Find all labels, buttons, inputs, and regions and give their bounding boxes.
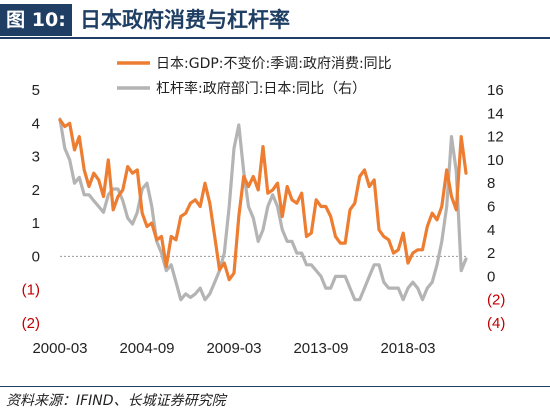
- y-left-tick-label: 5: [32, 82, 40, 99]
- y-right-tick-label: 0: [487, 268, 495, 285]
- y-right-tick-label: (2): [487, 292, 505, 309]
- y-right-tick-label: 4: [487, 222, 495, 239]
- y-left-tick-label: 1: [32, 215, 40, 232]
- series-line-government-consumption: [58, 118, 468, 282]
- figure-label: 图 10:: [0, 4, 72, 36]
- y-right-tick-label: 12: [487, 129, 504, 146]
- y-right-tick-label: 16: [487, 82, 504, 99]
- y-right-tick-label: 8: [487, 175, 495, 192]
- y-left-tick-label: 3: [32, 149, 40, 166]
- legend-label: 日本:GDP:不变价:季调:政府消费:同比: [156, 56, 392, 72]
- y-right-tick-label: 2: [487, 245, 495, 262]
- source-note: 资料来源：IFIND、长城证券研究院: [6, 393, 226, 409]
- y-left-tick-label: (1): [22, 282, 40, 299]
- figure-title: 日本政府消费与杠杆率: [80, 8, 290, 32]
- y-right-tick-label: (4): [487, 315, 505, 332]
- series-line-government-leverage: [58, 117, 468, 302]
- figure-header: 图 10: 日本政府消费与杠杆率: [0, 0, 550, 39]
- y-left-tick-label: (2): [22, 315, 40, 332]
- legend-label: 杠杆率:政府部门:日本:同比（右）: [156, 80, 366, 97]
- series-layer: [58, 117, 468, 302]
- x-tick-label: 2004-09: [119, 340, 174, 357]
- x-tick-label: 2013-09: [293, 340, 348, 357]
- y-right-tick-label: 14: [487, 105, 504, 122]
- y-right-tick-label: 10: [487, 152, 504, 169]
- y-left-tick-label: 2: [32, 182, 40, 199]
- source-rule: [0, 386, 550, 387]
- y-left-tick-label: 0: [32, 248, 40, 265]
- x-tick-label: 2018-03: [380, 340, 435, 357]
- x-tick-label: 2000-03: [32, 340, 87, 357]
- y-right-tick-label: 6: [487, 199, 495, 216]
- header-rule: [0, 37, 550, 39]
- x-tick-label: 2009-03: [206, 340, 261, 357]
- y-left-tick-label: 4: [32, 115, 40, 132]
